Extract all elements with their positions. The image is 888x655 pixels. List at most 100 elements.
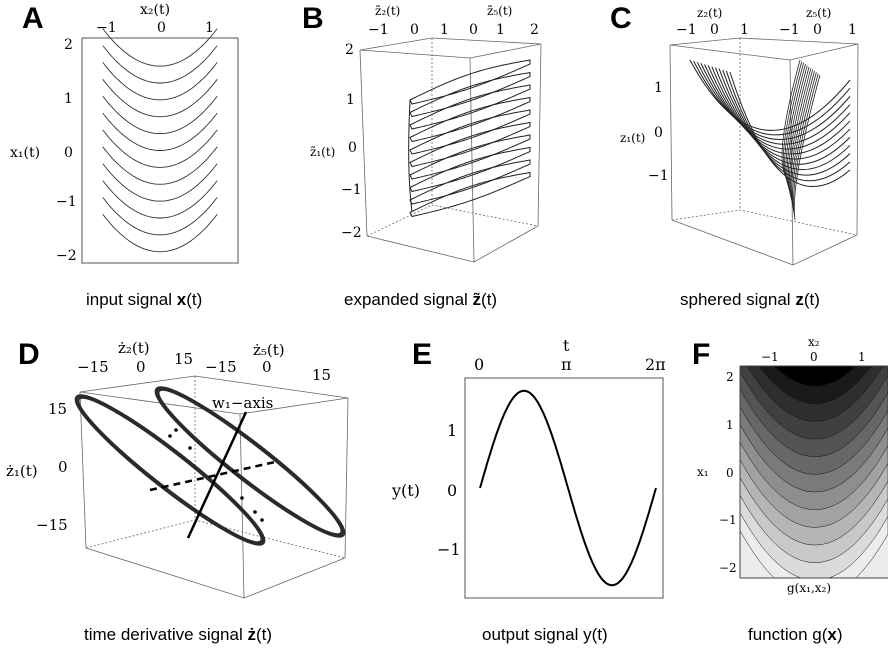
panel-f-left-tick-3: −1: [719, 513, 737, 527]
panel-c-top-tick-2-1: 0: [813, 22, 822, 38]
panel-f-left-tick-4: −2: [719, 561, 737, 575]
panel-a-left-tick-3: −1: [56, 194, 77, 210]
panel-f-left-tick-1: 1: [726, 418, 734, 432]
panel-c-top-axis-label-1: z₂(t): [697, 6, 723, 20]
panel-a-caption: input signal x(t): [86, 290, 203, 309]
panel-a-letter: A: [22, 2, 44, 35]
panel-c-strand-b-11: [793, 74, 821, 221]
panel-c-strand-6: [711, 66, 851, 160]
panel-a-curve-9: [102, 62, 218, 101]
panel-b-top-tick-2-2: 2: [530, 22, 539, 38]
panel-c-top-tick-2-0: −1: [779, 22, 800, 38]
panel-c-caption: sphered signal z(t): [680, 290, 820, 309]
panel-c-letter: C: [610, 2, 632, 35]
panel-d-ring-0-1: [76, 396, 264, 544]
panel-c-strand-1: [693, 60, 851, 136]
panel-d-top-axis-label-1: ż₂(t): [118, 339, 150, 357]
panel-a-top-tick-1: 0: [157, 20, 166, 36]
panel-a-curve-3: [102, 163, 218, 202]
panel-f-bottom-label: g(x₁,x₂): [787, 581, 832, 595]
panel-f-band-0: [740, 366, 888, 387]
panel-b-curves: [408, 59, 531, 218]
panel-c-left-tick-0: 1: [654, 80, 663, 96]
panel-b-top-tick-1-0: −1: [368, 22, 389, 38]
panel-c-strand-3: [700, 63, 851, 145]
panel-c-strand-2: [696, 61, 851, 140]
panel-e-sine-line: [479, 389, 657, 587]
panel-c-strand-7: [714, 67, 851, 165]
panel-d-ring-0-2: [78, 397, 262, 543]
panel-a-curves: [102, 28, 218, 253]
panel-a-left-tick-2: 0: [64, 145, 73, 161]
panel-b-loop-9: [409, 171, 531, 218]
panel-d-top-tick-1-2: 15: [174, 350, 194, 368]
panel-f-left-tick-2: 0: [726, 466, 734, 480]
panel-f-top-tick-0: −1: [761, 350, 779, 364]
panel-c-left-tick-1: 0: [654, 125, 663, 141]
panel-a-curve-6: [102, 112, 218, 151]
panel-d-caption: time derivative signal ż(t): [84, 625, 273, 644]
panel-a-curve-8: [102, 79, 218, 118]
panel-b-top-tick-2-1: 1: [496, 22, 505, 38]
panel-b-top-tick-1-2: 1: [440, 22, 449, 38]
panel-e-top-tick-2: 2π: [645, 355, 666, 374]
panel-e-left-tick-2: −1: [437, 540, 461, 559]
panel-d-ring-1-1: [156, 388, 344, 536]
panel-d-left-tick-0: 15: [48, 400, 68, 418]
panel-b-left-tick-0: 2: [345, 42, 354, 58]
panel-c-strand-b-10: [793, 73, 819, 217]
panel-a-left-tick-0: 2: [64, 37, 73, 53]
panel-e-top-tick-1: π: [561, 355, 572, 374]
panel-d-ellipses: [74, 386, 346, 546]
panel-c-curves: [689, 59, 851, 221]
panel-c-strand-10: [725, 70, 851, 182]
panel-c-strand-9: [722, 69, 851, 176]
panel-a-curve-0: [102, 214, 218, 253]
panel-a-top-tick-2: 1: [205, 20, 214, 36]
panel-b-left-tick-3: −1: [341, 182, 362, 198]
panel-d-ring-1-0: [154, 386, 346, 538]
panel-b-top-axis-label-2: z̃₅(t): [487, 4, 513, 18]
panel-a-left-axis-label: x₁(t): [10, 145, 41, 161]
panel-b-letter: B: [302, 2, 324, 35]
panel-d-ring-1-2: [158, 389, 342, 535]
panel-b-left-tick-4: −2: [341, 225, 362, 241]
panel-e-letter: E: [412, 338, 433, 371]
panel-d-top-axis-label-2: ż₅(t): [253, 341, 285, 359]
panel-c-strand-8: [718, 68, 851, 171]
panel-d-ring-0-0: [74, 394, 266, 546]
panel-f-contours: [740, 366, 888, 578]
panel-c-strand-0: [689, 59, 851, 131]
panel-e-left-axis-label: y(t): [392, 481, 420, 500]
panel-f-top-tick-2: 1: [858, 350, 866, 364]
panel-a-curve-11: [102, 28, 218, 67]
panel-d-left-tick-2: −15: [36, 516, 68, 534]
panel-b-left-tick-1: 1: [346, 92, 355, 108]
panel-f-left-axis-label: x₁: [697, 465, 709, 479]
panel-f-caption: function g(x): [748, 625, 843, 644]
panel-b-top-tick-1-1: 0: [410, 22, 419, 38]
panel-b-caption: expanded signal z̃(t): [344, 290, 498, 309]
panel-c-left-tick-2: −1: [648, 168, 669, 184]
panel-a-curve-5: [102, 129, 218, 168]
panel-a-curve-7: [102, 95, 218, 135]
panel-a-curve-4: [102, 146, 218, 185]
panel-b-top-axis-label-1: z̃₂(t): [375, 4, 401, 18]
panel-a-curve-10: [102, 45, 218, 84]
panel-c-strand-b-8: [791, 70, 815, 210]
panel-c-strand-4: [704, 64, 851, 150]
panel-c-top-tick-1-1: 0: [710, 22, 719, 38]
panel-d-dashed-axis: [149, 460, 276, 492]
panel-f-left-tick-0: 2: [726, 370, 734, 384]
panel-d-top-tick-2-2: 15: [312, 366, 332, 384]
panel-a-left-tick-1: 1: [64, 91, 73, 107]
panel-c-left-axis-label: z₁(t): [620, 131, 646, 145]
panel-a-curve-1: [102, 197, 218, 236]
panel-a-left-tick-4: −2: [56, 248, 77, 264]
panel-d-left-tick-1: 0: [58, 458, 68, 476]
